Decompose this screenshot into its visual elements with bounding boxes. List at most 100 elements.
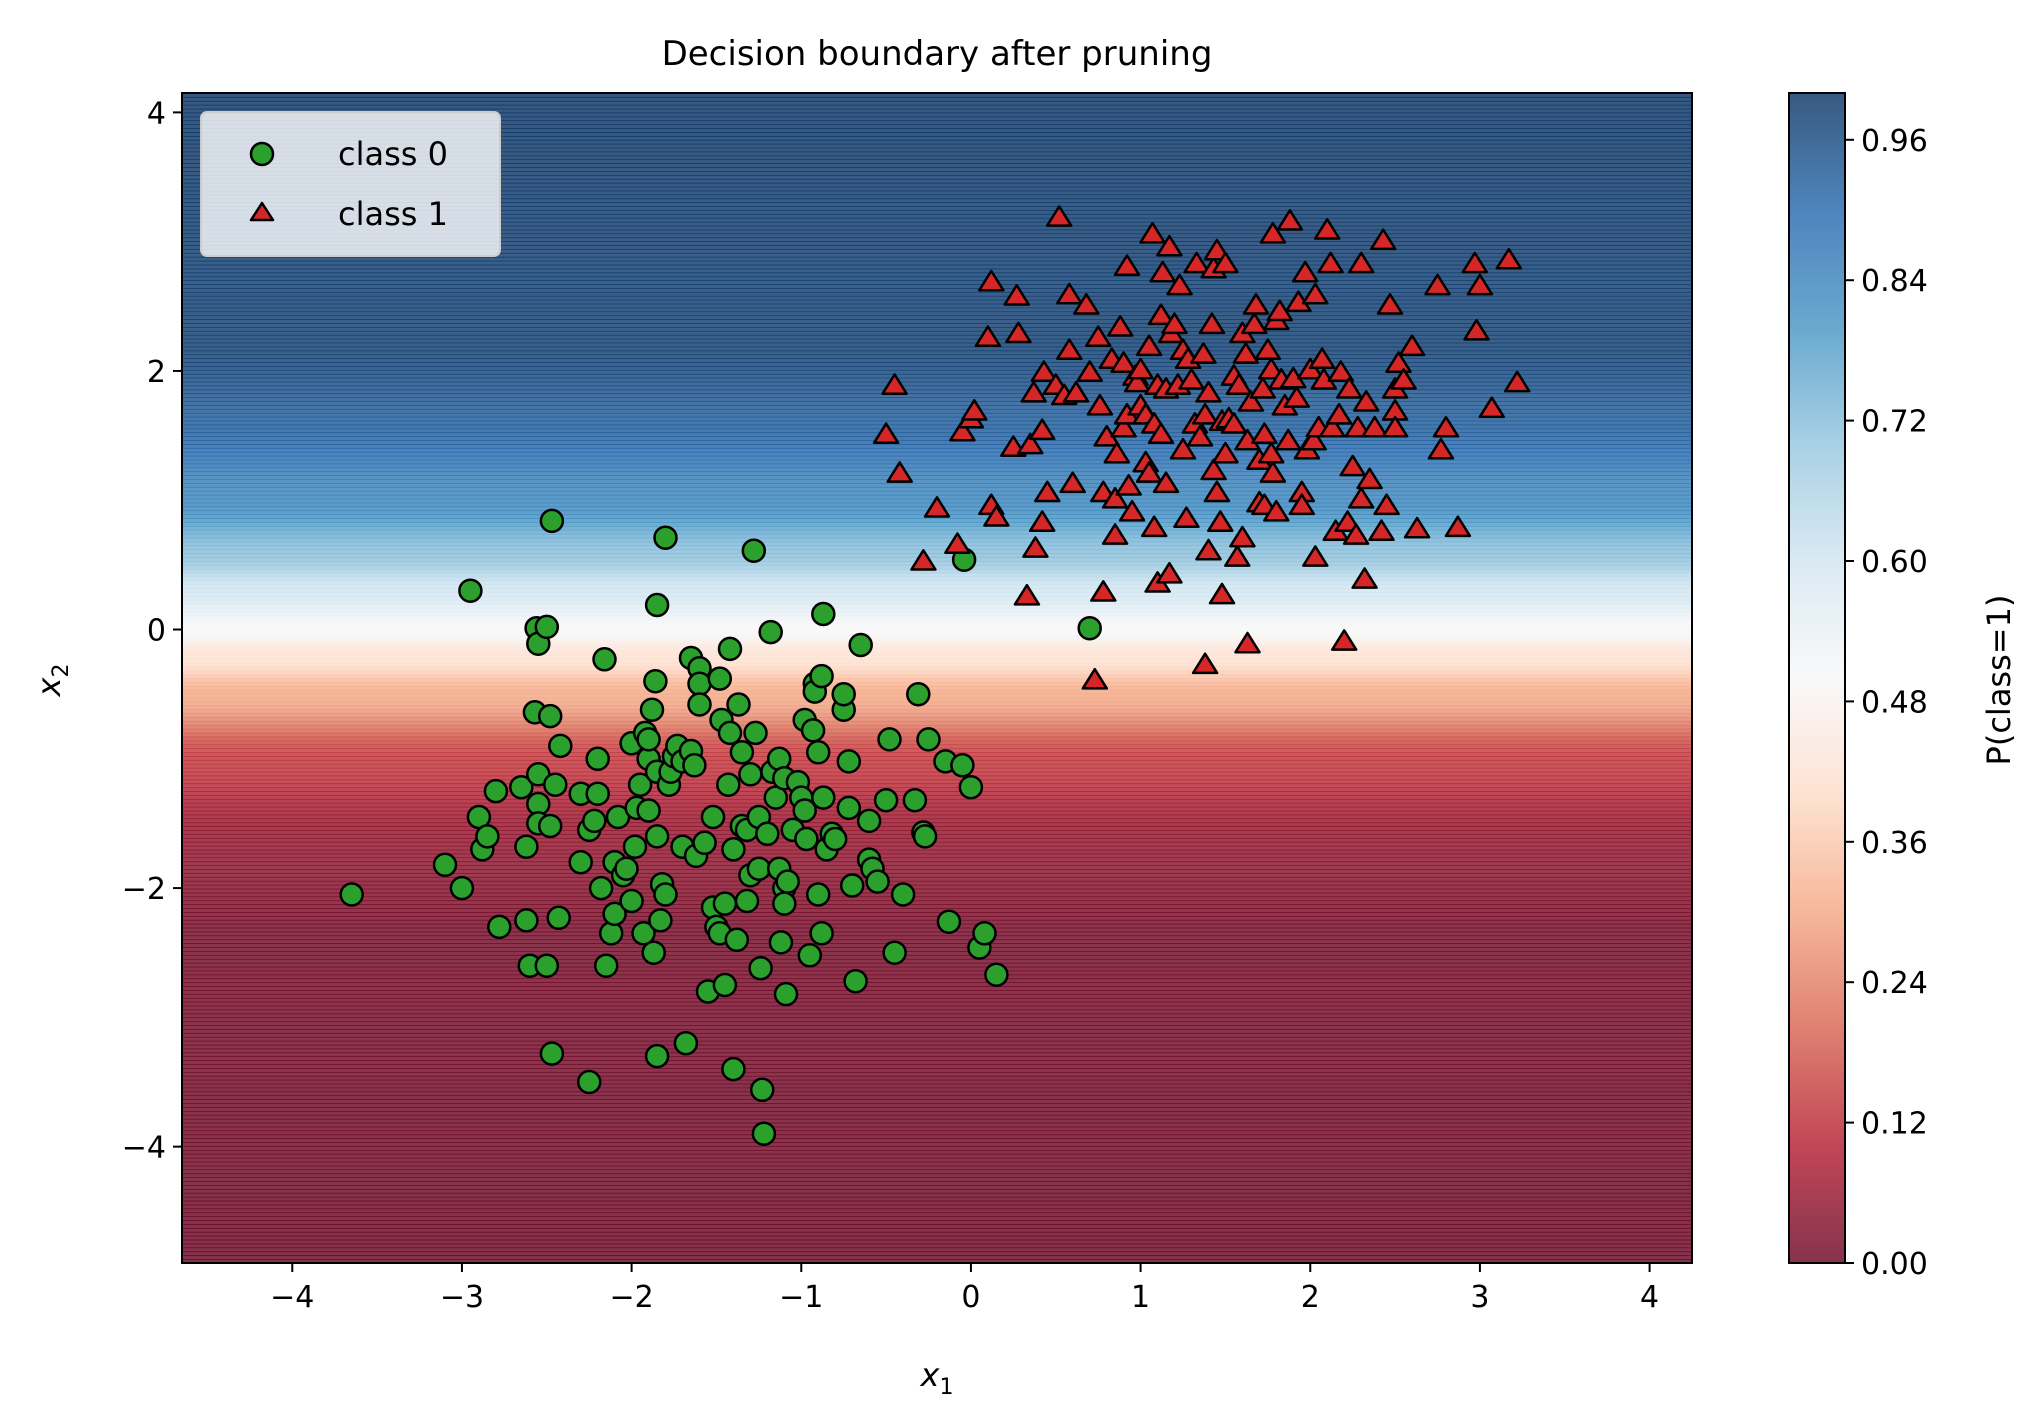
- point-class-0: [509, 774, 534, 800]
- y-axis-ticks: −4 −2 0 2 4: [122, 96, 182, 1166]
- heatmap-band: [182, 954, 1692, 960]
- heatmap-band: [182, 338, 1692, 344]
- heatmap-band: [182, 962, 1692, 968]
- heatmap-band: [182, 447, 1692, 453]
- point-class-0: [805, 882, 831, 907]
- heatmap-band: [182, 213, 1692, 219]
- heatmap-band: [182, 284, 1692, 289]
- heatmap-band: [182, 896, 1692, 902]
- heatmap-band: [182, 1056, 1692, 1061]
- heatmap-band: [182, 206, 1692, 211]
- heatmap-band: [182, 237, 1692, 242]
- colorbar-tick-label: 0.84: [1861, 264, 1928, 299]
- x-tick-label: −2: [609, 1280, 653, 1315]
- point-class-1: [1339, 454, 1366, 477]
- heatmap-band: [182, 927, 1692, 933]
- heatmap-band: [182, 1036, 1692, 1042]
- heatmap-band: [182, 592, 1692, 597]
- point-class-1: [1313, 218, 1341, 240]
- point-class-0: [936, 909, 962, 934]
- point-class-1: [949, 419, 976, 442]
- heatmap-band: [182, 354, 1692, 359]
- heatmap-band: [182, 1005, 1692, 1011]
- heatmap-band: [182, 416, 1692, 422]
- heatmap-band: [182, 155, 1692, 161]
- heatmap-band: [182, 771, 1692, 777]
- heatmap-band: [182, 974, 1692, 980]
- heatmap-band: [182, 631, 1692, 636]
- point-class-0: [687, 671, 712, 697]
- heatmap-band: [182, 116, 1692, 122]
- colorbar: [1789, 93, 1845, 1263]
- heatmap-band: [182, 529, 1692, 535]
- point-class-0: [755, 821, 780, 847]
- heatmap-band: [182, 405, 1692, 410]
- point-class-1: [1225, 373, 1253, 395]
- heatmap-band: [182, 366, 1692, 371]
- point-class-1: [1224, 545, 1251, 567]
- point-class-0: [912, 824, 938, 849]
- heatmap-band: [182, 280, 1692, 285]
- point-class-1: [1259, 461, 1287, 483]
- point-class-0: [836, 795, 862, 821]
- heatmap-band: [182, 1052, 1692, 1058]
- heatmap-band: [182, 327, 1692, 332]
- point-class-1: [1427, 437, 1455, 460]
- point-class-1: [1461, 251, 1489, 274]
- x-axis-ticks: −4 −3 −2 −1 0 1 2 3 4: [270, 1263, 1659, 1315]
- point-class-0: [749, 1077, 775, 1103]
- heatmap-band: [182, 1040, 1692, 1046]
- point-class-1: [1212, 441, 1239, 464]
- point-class-0: [548, 733, 573, 759]
- point-class-1: [1283, 386, 1310, 408]
- heatmap-band: [182, 483, 1692, 488]
- point-class-1: [1062, 380, 1090, 403]
- heatmap-band: [182, 1192, 1692, 1198]
- heatmap-band: [182, 802, 1692, 808]
- heatmap-band: [182, 1165, 1692, 1171]
- heatmap-band: [182, 880, 1692, 886]
- point-class-1: [1090, 580, 1117, 602]
- point-class-1: [1403, 516, 1431, 539]
- heatmap-band: [182, 646, 1692, 652]
- heatmap-band: [182, 389, 1692, 395]
- point-class-1: [881, 373, 908, 395]
- point-class-1: [1101, 523, 1129, 545]
- heatmap-band: [182, 912, 1692, 917]
- point-class-1: [1300, 428, 1327, 451]
- point-class-0: [648, 908, 673, 933]
- point-class-1: [1149, 260, 1176, 283]
- x-axis-label: x1: [920, 1356, 954, 1400]
- heatmap-band: [182, 923, 1692, 929]
- point-class-1: [1200, 458, 1227, 481]
- heatmap-band: [182, 1126, 1692, 1132]
- plot-frame: [181, 92, 1693, 1264]
- point-class-0: [805, 740, 831, 765]
- point-class-0: [800, 718, 826, 743]
- probability-heatmap: [182, 93, 1692, 1263]
- heatmap-band: [182, 342, 1692, 348]
- x-tick-label: 3: [1470, 1280, 1489, 1315]
- point-class-0: [836, 749, 862, 774]
- heatmap-band: [182, 701, 1692, 707]
- point-class-1: [1186, 424, 1214, 447]
- heatmap-band: [182, 323, 1692, 328]
- heatmap-band: [182, 303, 1692, 309]
- point-class-1: [1351, 567, 1378, 589]
- heatmap-band: [182, 935, 1692, 941]
- heatmap-band: [182, 958, 1692, 964]
- heatmap-band: [182, 658, 1692, 664]
- heatmap-band: [182, 607, 1692, 613]
- point-class-0: [724, 927, 750, 953]
- heatmap-band: [182, 545, 1692, 551]
- heatmap-band: [182, 806, 1692, 812]
- heatmap-band: [182, 990, 1692, 995]
- point-class-1: [1369, 228, 1397, 251]
- heatmap-band: [182, 377, 1692, 383]
- point-class-1: [1342, 523, 1370, 545]
- heatmap-band: [182, 264, 1692, 270]
- point-class-0: [738, 762, 763, 787]
- point-class-1: [1156, 561, 1183, 584]
- point-class-0: [673, 1030, 699, 1056]
- heatmap-band: [182, 1122, 1692, 1128]
